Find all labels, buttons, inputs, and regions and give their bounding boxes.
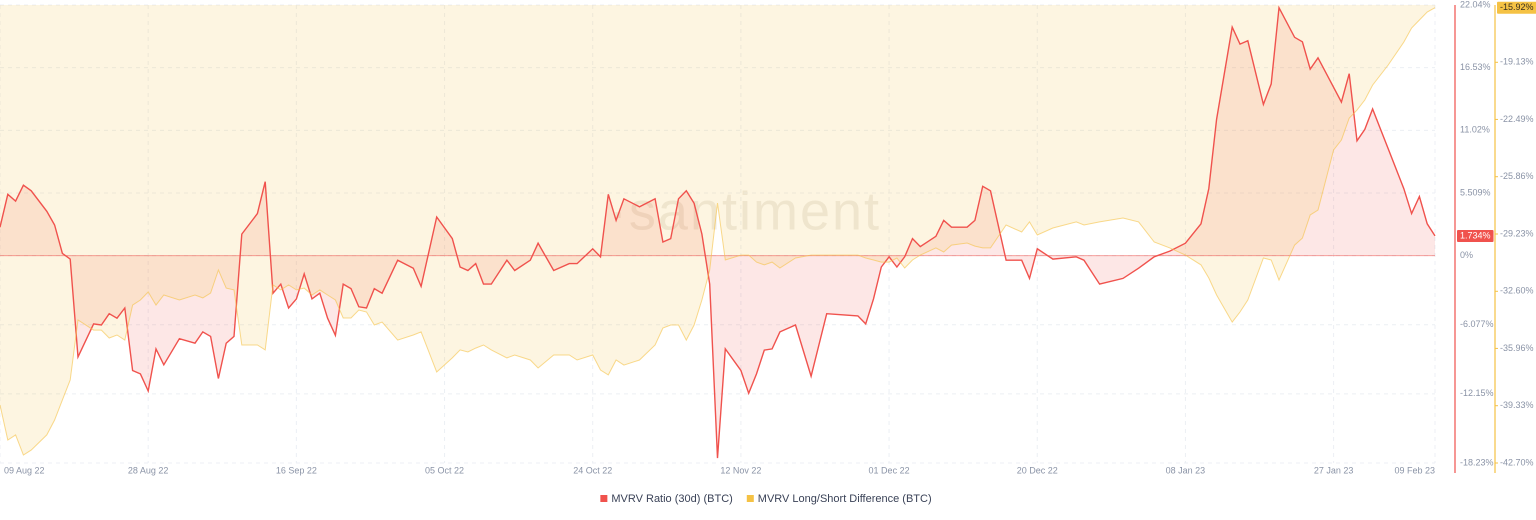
y2-tick-label: -32.60% <box>1500 286 1534 296</box>
current-value-label: 1.734% <box>1460 230 1491 240</box>
y-tick-label: -12.15% <box>1460 388 1494 398</box>
x-tick-label: 12 Nov 22 <box>720 465 761 475</box>
x-tick-label: 27 Jan 23 <box>1314 465 1354 475</box>
legend-label: MVRV Long/Short Difference (BTC) <box>758 493 932 505</box>
y-tick-label: 0% <box>1460 250 1473 260</box>
y2-tick-label: -25.86% <box>1500 171 1534 181</box>
x-tick-label: 01 Dec 22 <box>869 465 910 475</box>
y-tick-label: -6.077% <box>1460 319 1494 329</box>
series-area <box>0 7 1435 459</box>
x-tick-label: 20 Dec 22 <box>1017 465 1058 475</box>
y2-tick-label: -22.49% <box>1500 114 1534 124</box>
current-value-box <box>1497 1 1536 14</box>
current-value-label: -15.92% <box>1500 2 1534 12</box>
x-tick-label: 09 Feb 23 <box>1394 465 1435 475</box>
y2-tick-label: -42.70% <box>1500 457 1534 467</box>
series-line <box>0 7 1436 456</box>
x-tick-label: 16 Sep 22 <box>276 465 317 475</box>
legend-swatch <box>746 495 754 502</box>
current-value-box <box>1457 229 1494 242</box>
y-tick-label: 16.53% <box>1460 62 1491 72</box>
x-tick-label: 24 Oct 22 <box>573 465 612 475</box>
y-tick-label: -18.23% <box>1460 457 1494 467</box>
legend-label: MVRV Ratio (30d) (BTC) <box>611 493 732 505</box>
series-line <box>0 5 1436 459</box>
y2-tick-label: -39.33% <box>1500 400 1534 410</box>
x-tick-label: 28 Aug 22 <box>128 465 169 475</box>
series-area <box>0 5 1435 455</box>
watermark: ·santiment <box>609 181 881 241</box>
legend: MVRV Ratio (30d) (BTC) MVRV Long/Short Di… <box>600 493 932 505</box>
x-tick-label: 05 Oct 22 <box>425 465 464 475</box>
x-tick-label: 08 Jan 23 <box>1166 465 1206 475</box>
legend-swatch <box>600 495 608 502</box>
y-tick-label: 5.509% <box>1460 187 1491 197</box>
y2-tick-label: -35.96% <box>1500 343 1534 353</box>
y2-tick-label: -19.13% <box>1500 57 1534 67</box>
x-tick-label: 09 Aug 22 <box>4 465 45 475</box>
y-tick-label: 22.04% <box>1460 0 1491 9</box>
y2-tick-label: -29.23% <box>1500 228 1534 238</box>
y-tick-label: 11.02% <box>1460 125 1490 135</box>
